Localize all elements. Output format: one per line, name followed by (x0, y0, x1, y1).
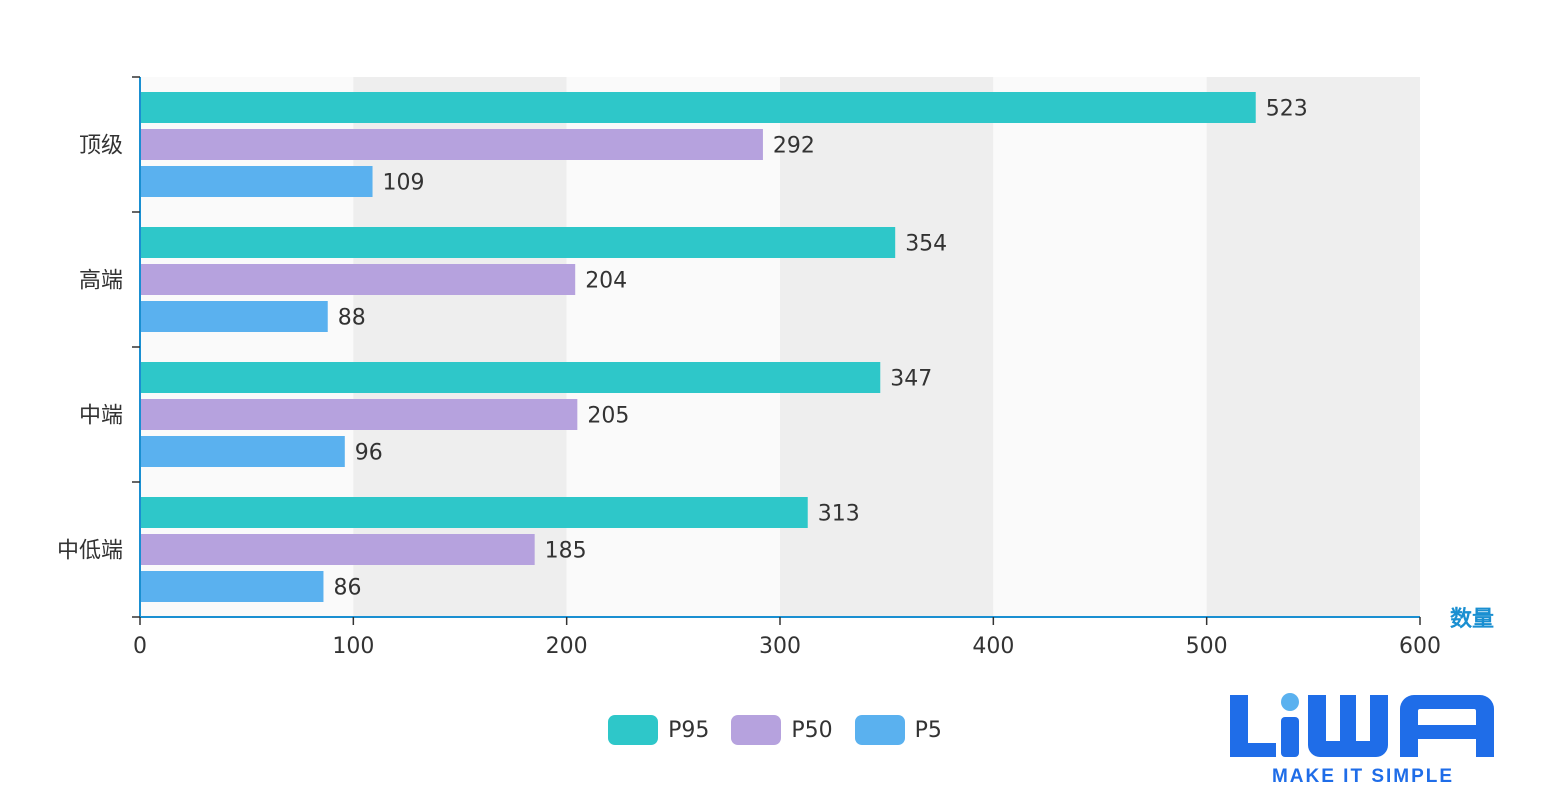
bar-p95 (140, 497, 808, 528)
bar-p95 (140, 92, 1256, 123)
bar-p50 (140, 264, 576, 295)
bar-p95 (140, 227, 896, 258)
legend-label: P95 (668, 717, 710, 743)
grid-band (1206, 77, 1420, 617)
x-tick-label: 200 (546, 634, 588, 659)
data-label: 523 (1266, 97, 1308, 122)
bar-p95 (140, 362, 881, 393)
bar-chart: 0 100 200 300 400 500 600 523 292 109 顶级 354 204 88 高… (57, 76, 1494, 659)
bar-p5 (140, 166, 373, 197)
data-label: 313 (818, 502, 860, 527)
liwa-logo: MAKE IT SIMPLE (1228, 690, 1498, 790)
data-label: 109 (383, 171, 425, 196)
legend-item-p50[interactable]: P50 (731, 715, 833, 745)
data-label: 354 (905, 232, 947, 257)
x-tick-label: 300 (759, 634, 801, 659)
grid-band (993, 77, 1207, 617)
data-label: 96 (355, 441, 383, 466)
labels-group: 523 292 109 顶级 354 204 88 高端 347 205 96 中端 313 185 86 中… (57, 97, 1308, 601)
bar-p5 (140, 436, 345, 467)
legend-swatch (608, 715, 659, 745)
bars-group (140, 92, 1256, 602)
category-label: 高端 (79, 269, 123, 294)
bar-p50 (140, 129, 763, 160)
data-label: 205 (587, 404, 629, 429)
liwa-logo-mark (1230, 693, 1494, 757)
legend: P95 P50 P5 (0, 712, 1550, 748)
data-label: 204 (585, 269, 627, 294)
grid-band (780, 77, 994, 617)
x-tick-label: 500 (1186, 634, 1228, 659)
data-label: 88 (338, 306, 366, 331)
category-label: 中端 (79, 404, 123, 429)
logo-tagline: MAKE IT SIMPLE (1271, 766, 1455, 787)
bar-p5 (140, 301, 328, 332)
category-label: 中低端 (57, 539, 123, 564)
data-label: 185 (545, 539, 587, 564)
data-label: 292 (773, 134, 815, 159)
category-label: 顶级 (79, 134, 123, 159)
x-tick-label: 100 (332, 634, 374, 659)
x-tick-label: 0 (133, 634, 147, 659)
axes-group: 0 100 200 300 400 500 600 (132, 76, 1441, 659)
bar-p50 (140, 399, 578, 430)
x-tick-label: 400 (972, 634, 1014, 659)
data-label: 86 (333, 576, 361, 601)
legend-item-p95[interactable]: P95 (608, 715, 709, 745)
legend-label: P5 (914, 717, 942, 743)
x-axis-title: 数量 (1450, 606, 1494, 632)
legend-swatch (731, 715, 782, 745)
bar-p5 (140, 571, 324, 602)
legend-item-p5[interactable]: P5 (854, 715, 942, 745)
legend-label: P50 (791, 717, 833, 743)
data-label: 347 (890, 367, 932, 392)
legend-swatch (854, 715, 905, 745)
grid-bands (140, 77, 1420, 617)
bar-p50 (140, 534, 535, 565)
x-tick-label: 600 (1399, 634, 1441, 659)
